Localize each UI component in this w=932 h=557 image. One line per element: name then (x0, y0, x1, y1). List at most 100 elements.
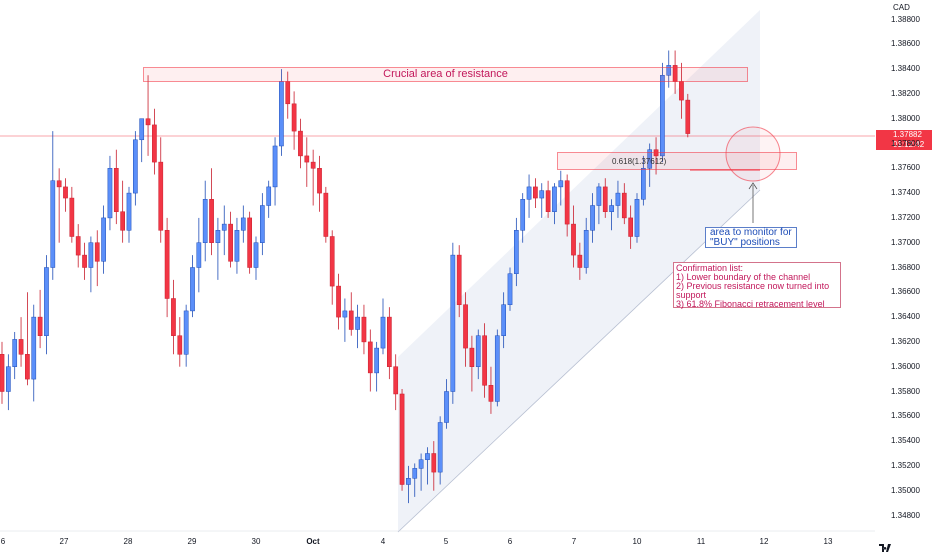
candle-body (367, 341, 373, 374)
monitor-note: area to monitor for "BUY" positions (705, 227, 797, 248)
candle-body (228, 223, 233, 262)
candle-body (621, 192, 627, 219)
y-tick-label: 1.38000 (891, 113, 920, 123)
candle-body (361, 316, 367, 343)
y-tick-label: 1.37200 (891, 212, 920, 222)
candle-body (539, 190, 545, 199)
candle-body (590, 205, 595, 231)
candle-body (190, 267, 195, 312)
x-tick-label: 27 (59, 537, 69, 546)
candle-body (101, 217, 106, 262)
candle-body (425, 453, 430, 460)
candle-body (50, 180, 56, 268)
candle-body (406, 478, 411, 485)
candle-body (685, 99, 691, 134)
x-tick-label: Oct (306, 537, 320, 546)
currency-label: CAD (893, 3, 910, 12)
candle-body (133, 139, 138, 194)
confirmation-line: support (676, 290, 707, 300)
candle-body (126, 192, 132, 231)
x-tick-label: 29 (187, 537, 197, 546)
ascending-channel (398, 10, 760, 532)
candle-body (348, 310, 354, 330)
candle-body (253, 242, 259, 268)
candle-body (628, 217, 633, 237)
y-tick-label: 1.36400 (891, 312, 920, 322)
candle-body (196, 242, 202, 268)
arrow-head-icon (748, 182, 758, 190)
confirmation-note: Confirmation list: 1) Lower boundary of … (673, 262, 841, 309)
x-tick-label: 6 (0, 537, 6, 546)
candle-body (113, 168, 119, 212)
buy-zone-circle (725, 126, 781, 182)
candle-body (12, 339, 18, 367)
candle-body (279, 81, 284, 147)
y-tick-label: 1.37000 (891, 237, 920, 247)
y-tick-label: 1.35400 (891, 436, 920, 446)
candle-body (558, 180, 564, 188)
confirmation-line: 3) 61.8% Fibonacci retracement level (676, 299, 825, 309)
y-tick-label: 1.38400 (891, 64, 920, 74)
candle-body (56, 180, 62, 188)
candle-body (145, 118, 151, 126)
candle-body (329, 236, 335, 287)
confirmation-line: Confirmation list: (676, 263, 744, 273)
x-tick-label: 13 (823, 537, 833, 546)
candle-body (221, 223, 227, 231)
candle-body (571, 223, 576, 256)
candle-body (107, 168, 113, 219)
candle-body (94, 242, 100, 262)
candle-body (564, 180, 570, 225)
candle-body (260, 205, 265, 243)
y-tick-label: 1.35200 (891, 460, 920, 470)
candle-body (272, 145, 278, 188)
candle-body (647, 149, 653, 169)
candle-body (494, 335, 500, 402)
candle-body (533, 186, 538, 199)
candle-body (183, 310, 189, 355)
candle-body (380, 316, 386, 349)
candle-body (482, 335, 487, 386)
candle-body (437, 422, 443, 473)
candle-body (37, 316, 43, 336)
candle-body (25, 354, 30, 380)
candle-body (317, 168, 322, 194)
candle-body (450, 254, 456, 392)
x-tick-label: 5 (443, 537, 449, 546)
tradingview-logo-icon (879, 539, 893, 552)
y-tick-label: 1.38800 (891, 14, 920, 24)
candle-body (552, 186, 557, 212)
candle-body (596, 186, 602, 206)
candle-body (583, 230, 589, 268)
candle-body (215, 230, 221, 243)
candle-body (88, 242, 94, 268)
x-tick-label: 11 (696, 537, 706, 546)
candle-body (266, 186, 272, 206)
y-tick-label: 1.38200 (891, 88, 920, 98)
resistance-label: Crucial area of resistance (383, 68, 508, 80)
candle-body (0, 354, 5, 392)
candle-body (463, 304, 468, 349)
candle-body (152, 124, 157, 163)
y-tick-label: 1.38600 (891, 39, 920, 49)
candle-body (393, 366, 399, 395)
candle-body (82, 254, 87, 268)
candle-body (323, 192, 329, 237)
candle-body (412, 468, 418, 479)
x-tick-label: 10 (632, 537, 642, 546)
y-tick-label: 1.35800 (891, 386, 920, 396)
y-tick-label: 1.36800 (891, 262, 920, 272)
candle-body (6, 366, 11, 392)
candle-body (158, 161, 164, 231)
candle-body (418, 459, 424, 469)
candle-body (120, 211, 126, 231)
candle-body (298, 130, 303, 157)
candle-body (387, 316, 392, 367)
y-tick-label: 1.35000 (891, 485, 920, 495)
resistance-zone: Crucial area of resistance (143, 67, 748, 82)
candle-body (469, 347, 475, 367)
candle-body (209, 199, 214, 243)
candlestick-chart[interactable] (0, 0, 875, 550)
candle-body (247, 217, 253, 268)
last-price: 1.37882 (893, 130, 922, 139)
